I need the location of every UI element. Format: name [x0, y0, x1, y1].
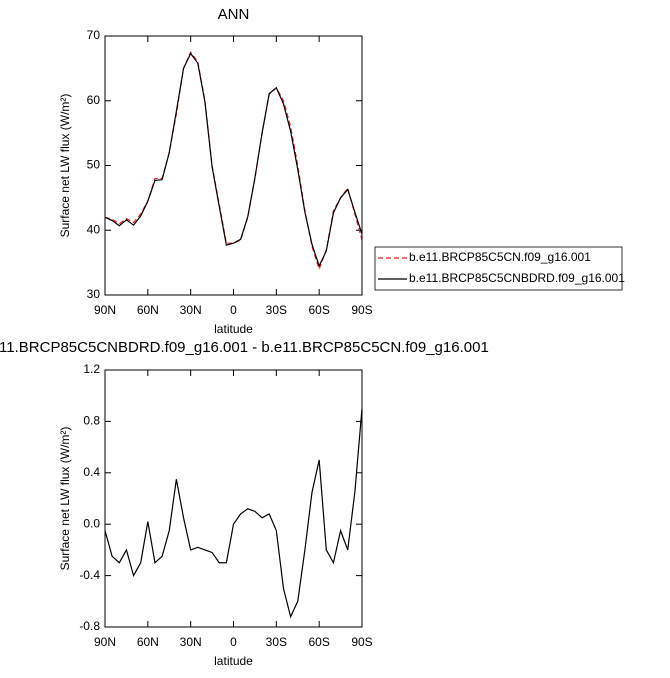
plot-frame: [104, 369, 363, 628]
x-tick-label: 60S: [308, 635, 329, 649]
y-tick-label: 50: [87, 158, 101, 172]
x-tick-label: 60N: [137, 303, 159, 317]
y-tick-label: 30: [87, 287, 101, 301]
x-axis-label: latitude: [214, 654, 253, 668]
y-axis-label: Surface net LW flux (W/m²): [58, 94, 72, 238]
y-tick-label: -0.8: [79, 619, 100, 633]
series-line: [104, 50, 363, 271]
y-tick-label: 0.0: [83, 516, 100, 530]
x-tick-label: 0: [230, 635, 237, 649]
x-tick-label: 90N: [94, 635, 116, 649]
x-tick-label: 90S: [351, 635, 372, 649]
x-tick-label: 30S: [266, 635, 287, 649]
x-tick-label: 30N: [180, 635, 202, 649]
x-tick-label: 60S: [308, 303, 329, 317]
series-line: [104, 52, 363, 268]
legend-label: b.e11.BRCP85C5CNBDRD.f09_g16.001: [409, 271, 625, 285]
y-tick-label: 70: [87, 28, 101, 42]
chart-title: b.e11.BRCP85C5CNBDRD.f09_g16.001 - b.e11…: [0, 339, 489, 356]
x-tick-label: 30S: [266, 303, 287, 317]
x-tick-label: 90N: [94, 303, 116, 317]
legend-label: b.e11.BRCP85C5CN.f09_g16.001: [409, 250, 591, 264]
chart-title: ANN: [218, 6, 250, 23]
y-axis-label: Surface net LW flux (W/m²): [58, 427, 72, 571]
plot-frame: [104, 35, 363, 296]
y-tick-label: 40: [87, 222, 101, 236]
x-axis-label: latitude: [214, 322, 253, 336]
y-tick-label: -0.4: [79, 568, 100, 582]
legend-box: [374, 246, 623, 291]
x-tick-label: 60N: [137, 635, 159, 649]
y-tick-label: 60: [87, 93, 101, 107]
x-tick-label: 0: [230, 303, 237, 317]
y-tick-label: 1.2: [83, 362, 100, 376]
series-line: [104, 408, 363, 619]
x-tick-label: 90S: [351, 303, 372, 317]
y-tick-label: 0.4: [83, 465, 100, 479]
x-tick-label: 30N: [180, 303, 202, 317]
y-tick-label: 0.8: [83, 414, 100, 428]
